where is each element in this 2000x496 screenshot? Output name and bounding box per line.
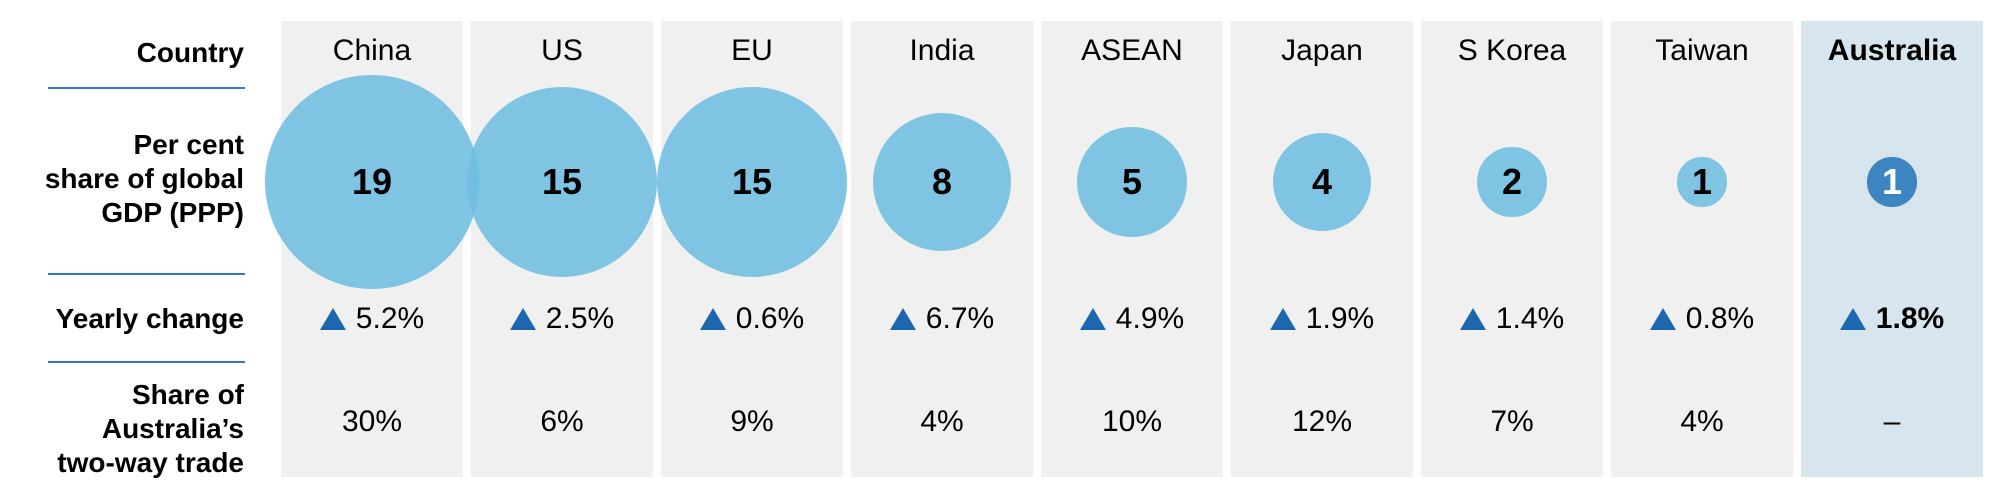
gdp-value-label: 15 bbox=[502, 162, 622, 202]
row-label-gdp-share-line: share of global bbox=[0, 162, 244, 196]
row-label-gdp-share-line: GDP (PPP) bbox=[0, 196, 244, 230]
row-label-trade-share-line: Australia’s bbox=[0, 412, 244, 446]
yearly-change-value: 4.9% bbox=[1116, 302, 1184, 335]
trade-share-value: 4% bbox=[851, 405, 1033, 439]
country-name: China bbox=[281, 34, 463, 68]
gdp-value-label: 5 bbox=[1072, 162, 1192, 202]
yearly-change: 1.8% bbox=[1801, 302, 1983, 336]
up-arrow-icon bbox=[1840, 308, 1866, 330]
row-label-gdp-share: Per cent share of global GDP (PPP) bbox=[0, 128, 244, 230]
country-name: Taiwan bbox=[1611, 34, 1793, 68]
trade-share-value: 10% bbox=[1041, 405, 1223, 439]
trade-share-value: 9% bbox=[661, 405, 843, 439]
up-arrow-icon bbox=[1270, 308, 1296, 330]
yearly-change: 4.9% bbox=[1041, 302, 1223, 336]
yearly-change-value: 0.8% bbox=[1686, 302, 1754, 335]
up-arrow-icon bbox=[890, 308, 916, 330]
up-arrow-icon bbox=[1080, 308, 1106, 330]
row-label-trade-share-line: Share of bbox=[0, 378, 244, 412]
up-arrow-icon bbox=[510, 308, 536, 330]
yearly-change-value: 1.4% bbox=[1496, 302, 1564, 335]
row-divider bbox=[48, 87, 245, 89]
country-name: S Korea bbox=[1421, 34, 1603, 68]
gdp-value-label: 2 bbox=[1452, 162, 1572, 202]
yearly-change-value: 0.6% bbox=[736, 302, 804, 335]
yearly-change-value: 6.7% bbox=[926, 302, 994, 335]
yearly-change: 0.8% bbox=[1611, 302, 1793, 336]
yearly-change: 2.5% bbox=[471, 302, 653, 336]
row-label-country: Country bbox=[0, 36, 244, 70]
up-arrow-icon bbox=[700, 308, 726, 330]
yearly-change-value: 1.9% bbox=[1306, 302, 1374, 335]
row-label-trade-share: Share of Australia’s two-way trade bbox=[0, 378, 244, 480]
yearly-change: 6.7% bbox=[851, 302, 1033, 336]
gdp-value-label: 8 bbox=[882, 162, 1002, 202]
row-divider bbox=[48, 273, 245, 275]
trade-share-value: – bbox=[1801, 405, 1983, 439]
country-name: EU bbox=[661, 34, 843, 68]
country-name: Japan bbox=[1231, 34, 1413, 68]
up-arrow-icon bbox=[1650, 308, 1676, 330]
row-label-yearly-change: Yearly change bbox=[0, 302, 244, 336]
gdp-value-label: 1 bbox=[1832, 162, 1952, 202]
yearly-change-value: 1.8% bbox=[1876, 302, 1944, 335]
trade-share-value: 6% bbox=[471, 405, 653, 439]
yearly-change-value: 2.5% bbox=[546, 302, 614, 335]
row-label-trade-share-line: two-way trade bbox=[0, 446, 244, 480]
yearly-change: 0.6% bbox=[661, 302, 843, 336]
yearly-change: 5.2% bbox=[281, 302, 463, 336]
gdp-value-label: 19 bbox=[312, 162, 432, 202]
row-label-gdp-share-line: Per cent bbox=[0, 128, 244, 162]
row-label-country-line: Country bbox=[0, 36, 244, 70]
trade-share-value: 7% bbox=[1421, 405, 1603, 439]
gdp-value-label: 15 bbox=[692, 162, 812, 202]
country-name: India bbox=[851, 34, 1033, 68]
trade-share-value: 30% bbox=[281, 405, 463, 439]
up-arrow-icon bbox=[320, 308, 346, 330]
country-name: ASEAN bbox=[1041, 34, 1223, 68]
trade-share-value: 12% bbox=[1231, 405, 1413, 439]
up-arrow-icon bbox=[1460, 308, 1486, 330]
row-label-yearly-change-line: Yearly change bbox=[0, 302, 244, 336]
gdp-value-label: 4 bbox=[1262, 162, 1382, 202]
country-name: US bbox=[471, 34, 653, 68]
row-divider bbox=[48, 361, 245, 363]
trade-share-value: 4% bbox=[1611, 405, 1793, 439]
country-name: Australia bbox=[1801, 34, 1983, 68]
yearly-change: 1.4% bbox=[1421, 302, 1603, 336]
yearly-change-value: 5.2% bbox=[356, 302, 424, 335]
yearly-change: 1.9% bbox=[1231, 302, 1413, 336]
gdp-value-label: 1 bbox=[1642, 162, 1762, 202]
